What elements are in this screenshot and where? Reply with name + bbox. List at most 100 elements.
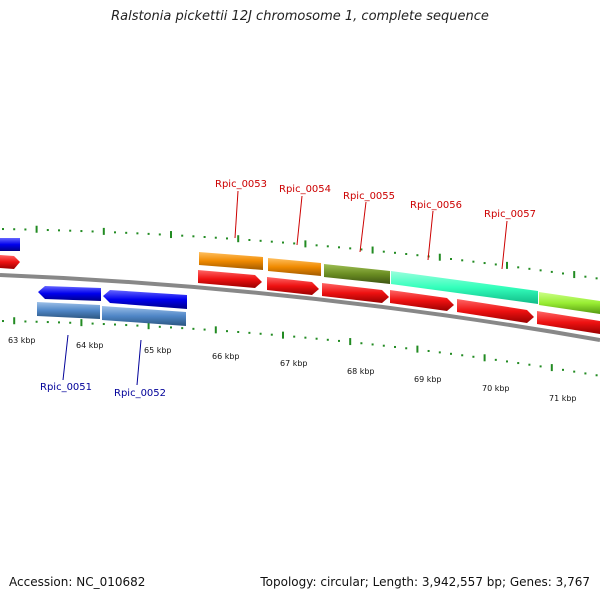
gene-label-rpic0054: Rpic_0054 bbox=[279, 184, 331, 195]
tick-minor bbox=[595, 277, 598, 280]
tick-major bbox=[102, 227, 105, 235]
tick-major bbox=[349, 338, 352, 346]
tick-minor bbox=[517, 362, 520, 365]
tick-minor bbox=[2, 228, 4, 231]
tick-minor bbox=[338, 246, 340, 249]
tick-minor bbox=[69, 321, 72, 324]
gene-arrow-rpic0051 bbox=[38, 286, 101, 301]
accession-text: Accession: NC_010682 bbox=[9, 575, 146, 589]
tick-minor bbox=[472, 355, 475, 358]
tick-minor bbox=[114, 231, 116, 234]
outer-tick-row bbox=[2, 225, 598, 280]
tick-minor bbox=[539, 269, 542, 272]
tick-minor bbox=[304, 336, 307, 339]
gene-label-rpic0051: Rpic_0051 bbox=[40, 382, 92, 393]
tick-minor bbox=[562, 368, 564, 371]
scale-label-66: 66 kbp bbox=[212, 352, 240, 361]
tick-major bbox=[170, 231, 172, 239]
tick-minor bbox=[405, 347, 408, 350]
feature-track-top bbox=[0, 238, 600, 314]
cds-arrow bbox=[322, 283, 389, 303]
tick-minor bbox=[13, 228, 16, 231]
gene-arrow-rpic0052 bbox=[103, 290, 187, 309]
tick-minor bbox=[326, 245, 329, 248]
tick-minor bbox=[91, 230, 94, 233]
tick-major bbox=[483, 354, 486, 362]
tick-minor bbox=[405, 252, 408, 255]
tick-minor bbox=[349, 247, 352, 250]
tick-minor bbox=[360, 342, 363, 345]
tick-minor bbox=[192, 235, 195, 238]
tick-minor bbox=[226, 330, 228, 333]
tick-minor bbox=[181, 234, 184, 237]
topology-text: Topology: circular; Length: 3,942,557 bp… bbox=[260, 575, 590, 589]
cds-arrow bbox=[457, 299, 534, 323]
tick-minor bbox=[293, 335, 296, 338]
tick-minor bbox=[360, 248, 363, 251]
tick-minor bbox=[46, 321, 49, 324]
tick-minor bbox=[2, 320, 4, 323]
feature-steelblue-2 bbox=[102, 306, 186, 326]
tick-minor bbox=[226, 237, 228, 240]
tick-minor bbox=[203, 235, 206, 238]
tick-minor bbox=[461, 354, 464, 357]
scale-label-65: 65 kbp bbox=[144, 346, 172, 355]
tick-minor bbox=[326, 338, 329, 341]
tick-major bbox=[416, 345, 419, 353]
scale-label-71: 71 kbp bbox=[549, 394, 577, 403]
tick-minor bbox=[58, 229, 60, 232]
tick-minor bbox=[80, 230, 83, 233]
tick-major bbox=[506, 261, 508, 269]
cds-arrow bbox=[198, 270, 262, 288]
top-label-leaders bbox=[234, 190, 508, 270]
gene-label-rpic0055: Rpic_0055 bbox=[343, 191, 395, 202]
tick-minor bbox=[315, 244, 318, 247]
gene-label-rpic0057: Rpic_0057 bbox=[484, 209, 536, 220]
tick-minor bbox=[259, 239, 262, 242]
tick-minor bbox=[270, 240, 273, 243]
scale-label-68: 68 kbp bbox=[347, 367, 375, 376]
tick-minor bbox=[248, 331, 251, 334]
tick-major bbox=[371, 246, 374, 254]
gene-label-rpic0052: Rpic_0052 bbox=[114, 388, 166, 399]
tick-minor bbox=[35, 320, 38, 323]
tick-minor bbox=[24, 228, 27, 231]
feature-aquamarine bbox=[391, 271, 538, 304]
tick-minor bbox=[472, 260, 475, 263]
tick-minor bbox=[192, 327, 195, 330]
scale-label-69: 69 kbp bbox=[414, 375, 442, 384]
gene-label-rpic0053: Rpic_0053 bbox=[215, 179, 267, 190]
tick-minor bbox=[562, 272, 564, 275]
tick-minor bbox=[293, 242, 296, 245]
tick-minor bbox=[102, 323, 105, 326]
tick-minor bbox=[517, 266, 520, 269]
tick-major bbox=[573, 271, 576, 279]
tick-minor bbox=[282, 241, 284, 244]
tick-minor bbox=[528, 363, 531, 366]
tick-minor bbox=[450, 352, 452, 355]
tick-minor bbox=[394, 251, 396, 254]
gene-label-rpic0056: Rpic_0056 bbox=[410, 200, 462, 211]
cds-arrow bbox=[537, 311, 600, 334]
cds-track-forward bbox=[0, 255, 600, 334]
scale-label-67: 67 kbp bbox=[280, 359, 308, 368]
feature-blue-left bbox=[0, 238, 20, 251]
scale-label-64: 64 kbp bbox=[76, 341, 104, 350]
tick-major bbox=[80, 319, 83, 327]
tick-minor bbox=[237, 330, 240, 333]
feature-orange-1 bbox=[199, 252, 263, 270]
tick-minor bbox=[595, 374, 598, 377]
tick-minor bbox=[158, 233, 161, 236]
cds-arrow bbox=[390, 290, 454, 311]
tick-minor bbox=[136, 324, 139, 327]
tick-major bbox=[438, 253, 441, 261]
tick-minor bbox=[371, 343, 374, 346]
tick-minor bbox=[483, 262, 486, 265]
tick-minor bbox=[147, 232, 150, 235]
tick-minor bbox=[158, 325, 161, 328]
tick-minor bbox=[550, 270, 553, 273]
tick-minor bbox=[382, 344, 385, 347]
tick-minor bbox=[114, 323, 116, 326]
tick-minor bbox=[46, 229, 49, 232]
tick-minor bbox=[58, 321, 60, 324]
